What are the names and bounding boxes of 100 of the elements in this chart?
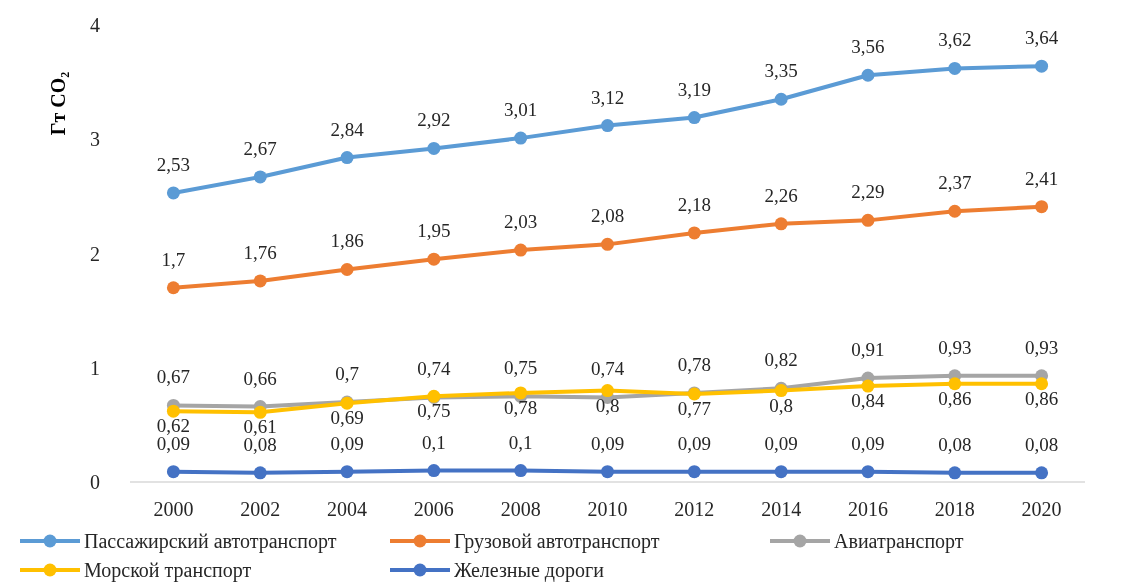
data-label: 0,74 — [417, 358, 451, 380]
point — [427, 141, 441, 155]
data-label: 1,86 — [330, 230, 364, 252]
point — [340, 465, 354, 479]
point — [861, 379, 875, 393]
point — [427, 252, 441, 266]
data-label: 0,74 — [590, 358, 625, 380]
data-label: 2,29 — [851, 181, 885, 203]
point — [774, 217, 788, 231]
x-tick-label: 2020 — [1021, 498, 1062, 520]
y-axis-title: Гт CO₂ — [47, 71, 69, 136]
y-tick-label: 1 — [90, 356, 100, 379]
point — [601, 465, 614, 479]
data-label: 0,75 — [504, 357, 538, 379]
point — [340, 151, 354, 165]
point — [861, 68, 875, 82]
point — [1035, 200, 1049, 214]
point — [166, 281, 180, 295]
x-tick-label: 2000 — [153, 498, 194, 520]
x-tick-label: 2008 — [500, 498, 541, 520]
data-label: 0,09 — [590, 432, 625, 454]
data-label: 2,37 — [938, 172, 972, 194]
x-tick-label: 2004 — [327, 498, 368, 520]
data-label: 3,64 — [1024, 27, 1059, 49]
x-tick-label: 2014 — [761, 498, 802, 520]
data-label: 0,75 — [417, 400, 451, 422]
data-label: 2,84 — [330, 118, 365, 140]
data-label: 0,8 — [769, 394, 794, 416]
point — [1035, 59, 1049, 73]
data-label: 0,62 — [156, 415, 191, 437]
y-tick-label: 2 — [90, 242, 100, 265]
x-tick-label: 2012 — [674, 498, 715, 520]
y-tick-label: 4 — [90, 14, 100, 36]
data-label: 2,67 — [243, 137, 277, 159]
data-label: 3,01 — [504, 99, 538, 121]
data-label: 0,7 — [335, 363, 359, 385]
point — [1035, 377, 1049, 391]
data-label: 0,84 — [851, 390, 886, 412]
y-tick-label: 0 — [90, 471, 100, 493]
data-label: 2,26 — [764, 184, 798, 206]
point — [1035, 466, 1049, 480]
data-label: 0,09 — [677, 432, 711, 454]
data-label: 0,77 — [677, 398, 711, 420]
point — [861, 465, 875, 479]
data-label: 0,61 — [243, 416, 277, 438]
data-label: 0,93 — [1024, 336, 1059, 358]
data-label: 0,8 — [595, 394, 620, 416]
data-label: 0,09 — [330, 432, 364, 454]
x-tick-label: 2018 — [934, 498, 975, 520]
data-label: 0,09 — [851, 432, 885, 454]
legend-label: Авиатранспорт — [834, 530, 964, 553]
point — [253, 405, 267, 419]
data-label: 3,62 — [938, 29, 972, 51]
point — [687, 226, 701, 240]
data-label: 3,56 — [851, 36, 885, 58]
data-label: 1,7 — [161, 248, 186, 270]
point — [427, 464, 441, 478]
point — [601, 384, 614, 398]
point — [774, 465, 788, 479]
point — [687, 111, 701, 125]
point — [948, 377, 962, 391]
point — [166, 186, 180, 200]
x-tick-label: 2010 — [587, 498, 628, 520]
legend-label: Пассажирский автотранспорт — [84, 530, 337, 553]
y-tick-label: 3 — [90, 128, 100, 151]
point — [166, 465, 180, 479]
point — [253, 274, 267, 288]
data-label: 3,12 — [590, 86, 625, 108]
point — [340, 263, 354, 276]
point — [514, 131, 528, 145]
data-label: 0,1 — [508, 431, 533, 453]
data-label: 0,86 — [938, 387, 972, 409]
legend-label: Морской транспорт — [84, 559, 252, 582]
data-label: 0,66 — [243, 367, 277, 389]
data-label: 0,86 — [1024, 387, 1059, 409]
x-tick-label: 2006 — [413, 498, 454, 520]
data-label: 0,78 — [504, 396, 538, 418]
point — [514, 464, 528, 478]
point — [948, 466, 962, 480]
point — [774, 92, 788, 106]
data-label: 1,95 — [417, 220, 451, 242]
legend-label: Грузовой автотранспорт — [454, 530, 660, 553]
data-label: 2,53 — [156, 153, 191, 175]
data-label: 2,92 — [417, 109, 451, 131]
data-label: 1,76 — [243, 241, 277, 263]
data-label: 0,1 — [421, 431, 446, 453]
data-label: 0,78 — [677, 353, 711, 375]
data-label: 0,82 — [764, 349, 798, 371]
point — [601, 237, 614, 251]
point — [861, 213, 875, 227]
point — [514, 243, 528, 257]
point — [253, 170, 267, 184]
data-label: 0,67 — [156, 366, 191, 388]
data-label: 0,08 — [1024, 433, 1059, 455]
data-label: 3,35 — [764, 60, 798, 82]
data-label: 2,41 — [1024, 167, 1059, 189]
data-label: 3,19 — [677, 78, 711, 100]
legend-label: Железные дороги — [454, 559, 605, 582]
data-label: 0,09 — [764, 432, 798, 454]
x-tick-label: 2016 — [847, 498, 888, 520]
